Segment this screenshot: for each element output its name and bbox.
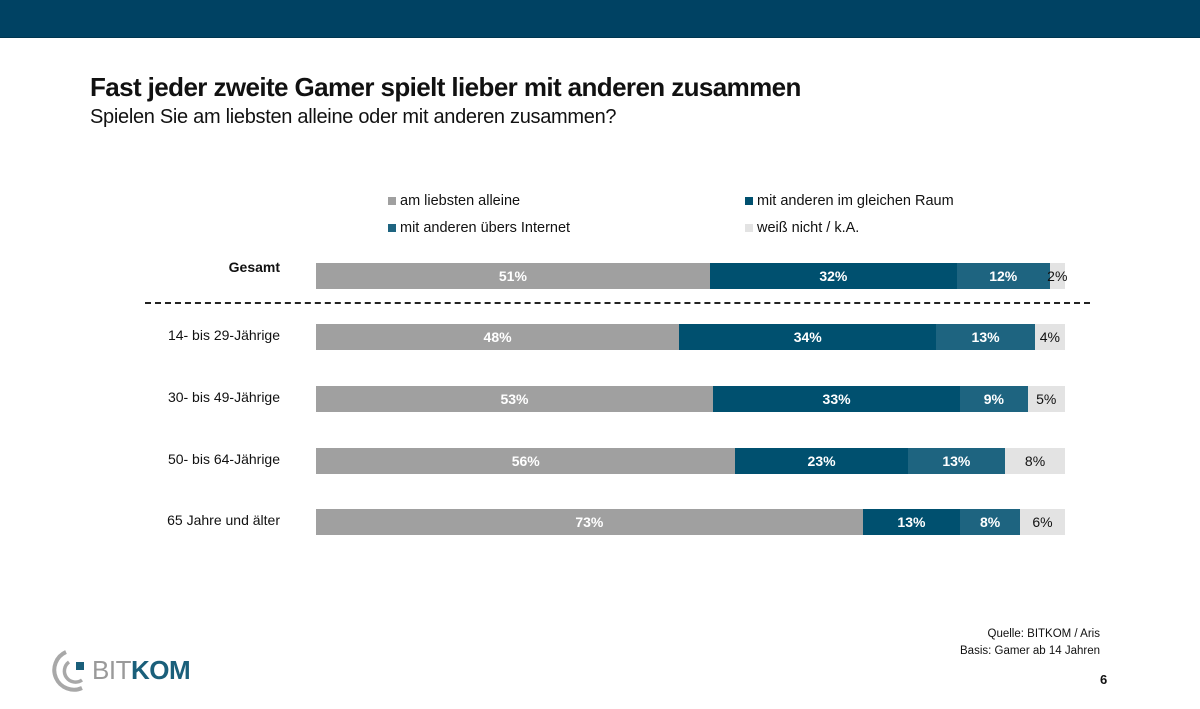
category-label: 30- bis 49-Jährige [167,389,280,405]
legend-swatch [388,197,396,205]
bar-segment: 34% [679,324,937,350]
page-number: 6 [1100,672,1108,687]
stacked-bar: 73% 13% 8% 6% [316,509,1065,535]
legend-swatch [388,224,396,232]
bar-segment: 8% [960,509,1021,535]
legend-item: am liebsten alleine [388,193,520,209]
category-label: Gesamt [228,259,280,275]
legend-item: mit anderen im gleichen Raum [745,193,954,209]
bitkom-logo: BIT KOM [52,648,191,692]
legend-label: mit anderen übers Internet [400,220,571,236]
bar-segment: 13% [936,324,1035,350]
total-separator-line [145,302,1090,304]
bar-segment: 12% [956,263,1050,289]
bar-segment: 32% [709,263,957,289]
source-text: Quelle: BITKOM / Aris [987,628,1100,640]
bar-segment: 56% [316,448,736,474]
stacked-bar: 53% 33% 9% 5% [316,386,1065,412]
bar-segment: 23% [735,448,908,474]
bar-segment: 2% [1047,263,1067,289]
chart-title: Fast jeder zweite Gamer spielt lieber mi… [90,72,801,102]
logo-text-kom: KOM [130,654,191,685]
source-note: Quelle: BITKOM / Aris Basis: Gamer ab 14… [960,626,1100,660]
legend-item: weiß nicht / k.A. [745,220,859,236]
chart-subtitle: Spielen Sie am liebsten alleine oder mit… [90,106,617,128]
bar-segment: 73% [316,509,863,535]
legend-label: am liebsten alleine [400,193,521,209]
legend-item: mit anderen übers Internet [388,220,570,236]
stacked-bar: 48% 34% 13% 4% [316,324,1065,350]
basis-text: Basis: Gamer ab 14 Jahren [960,645,1100,657]
category-label: 50- bis 64-Jährige [167,451,280,467]
logo-arc-icon [52,650,84,692]
bar-segment: 8% [1005,448,1065,474]
stacked-bar: 51% 32% 12% 2% [316,263,1067,289]
legend-swatch [745,197,753,205]
bar-segment: 9% [960,386,1028,412]
bar-segment: 6% [1020,509,1065,535]
bar-segment: 33% [712,386,961,412]
bar-segment: 4% [1034,324,1065,350]
legend-label: weiß nicht / k.A. [757,220,860,236]
bar-segment: 48% [316,324,680,350]
bar-segment: 53% [316,386,713,412]
legend-label: mit anderen im gleichen Raum [757,193,954,209]
bar-segment: 51% [316,263,710,289]
logo-text-bit: BIT [92,654,131,685]
category-label: 14- bis 29-Jährige [167,327,280,343]
category-label: 65 Jahre und älter [167,512,280,528]
bar-segment: 5% [1027,386,1065,412]
header-bar [0,0,1200,38]
stacked-bar: 56% 23% 13% 8% [316,448,1065,474]
legend-swatch [745,224,753,232]
bar-segment: 13% [907,448,1006,474]
bar-segment: 13% [862,509,961,535]
